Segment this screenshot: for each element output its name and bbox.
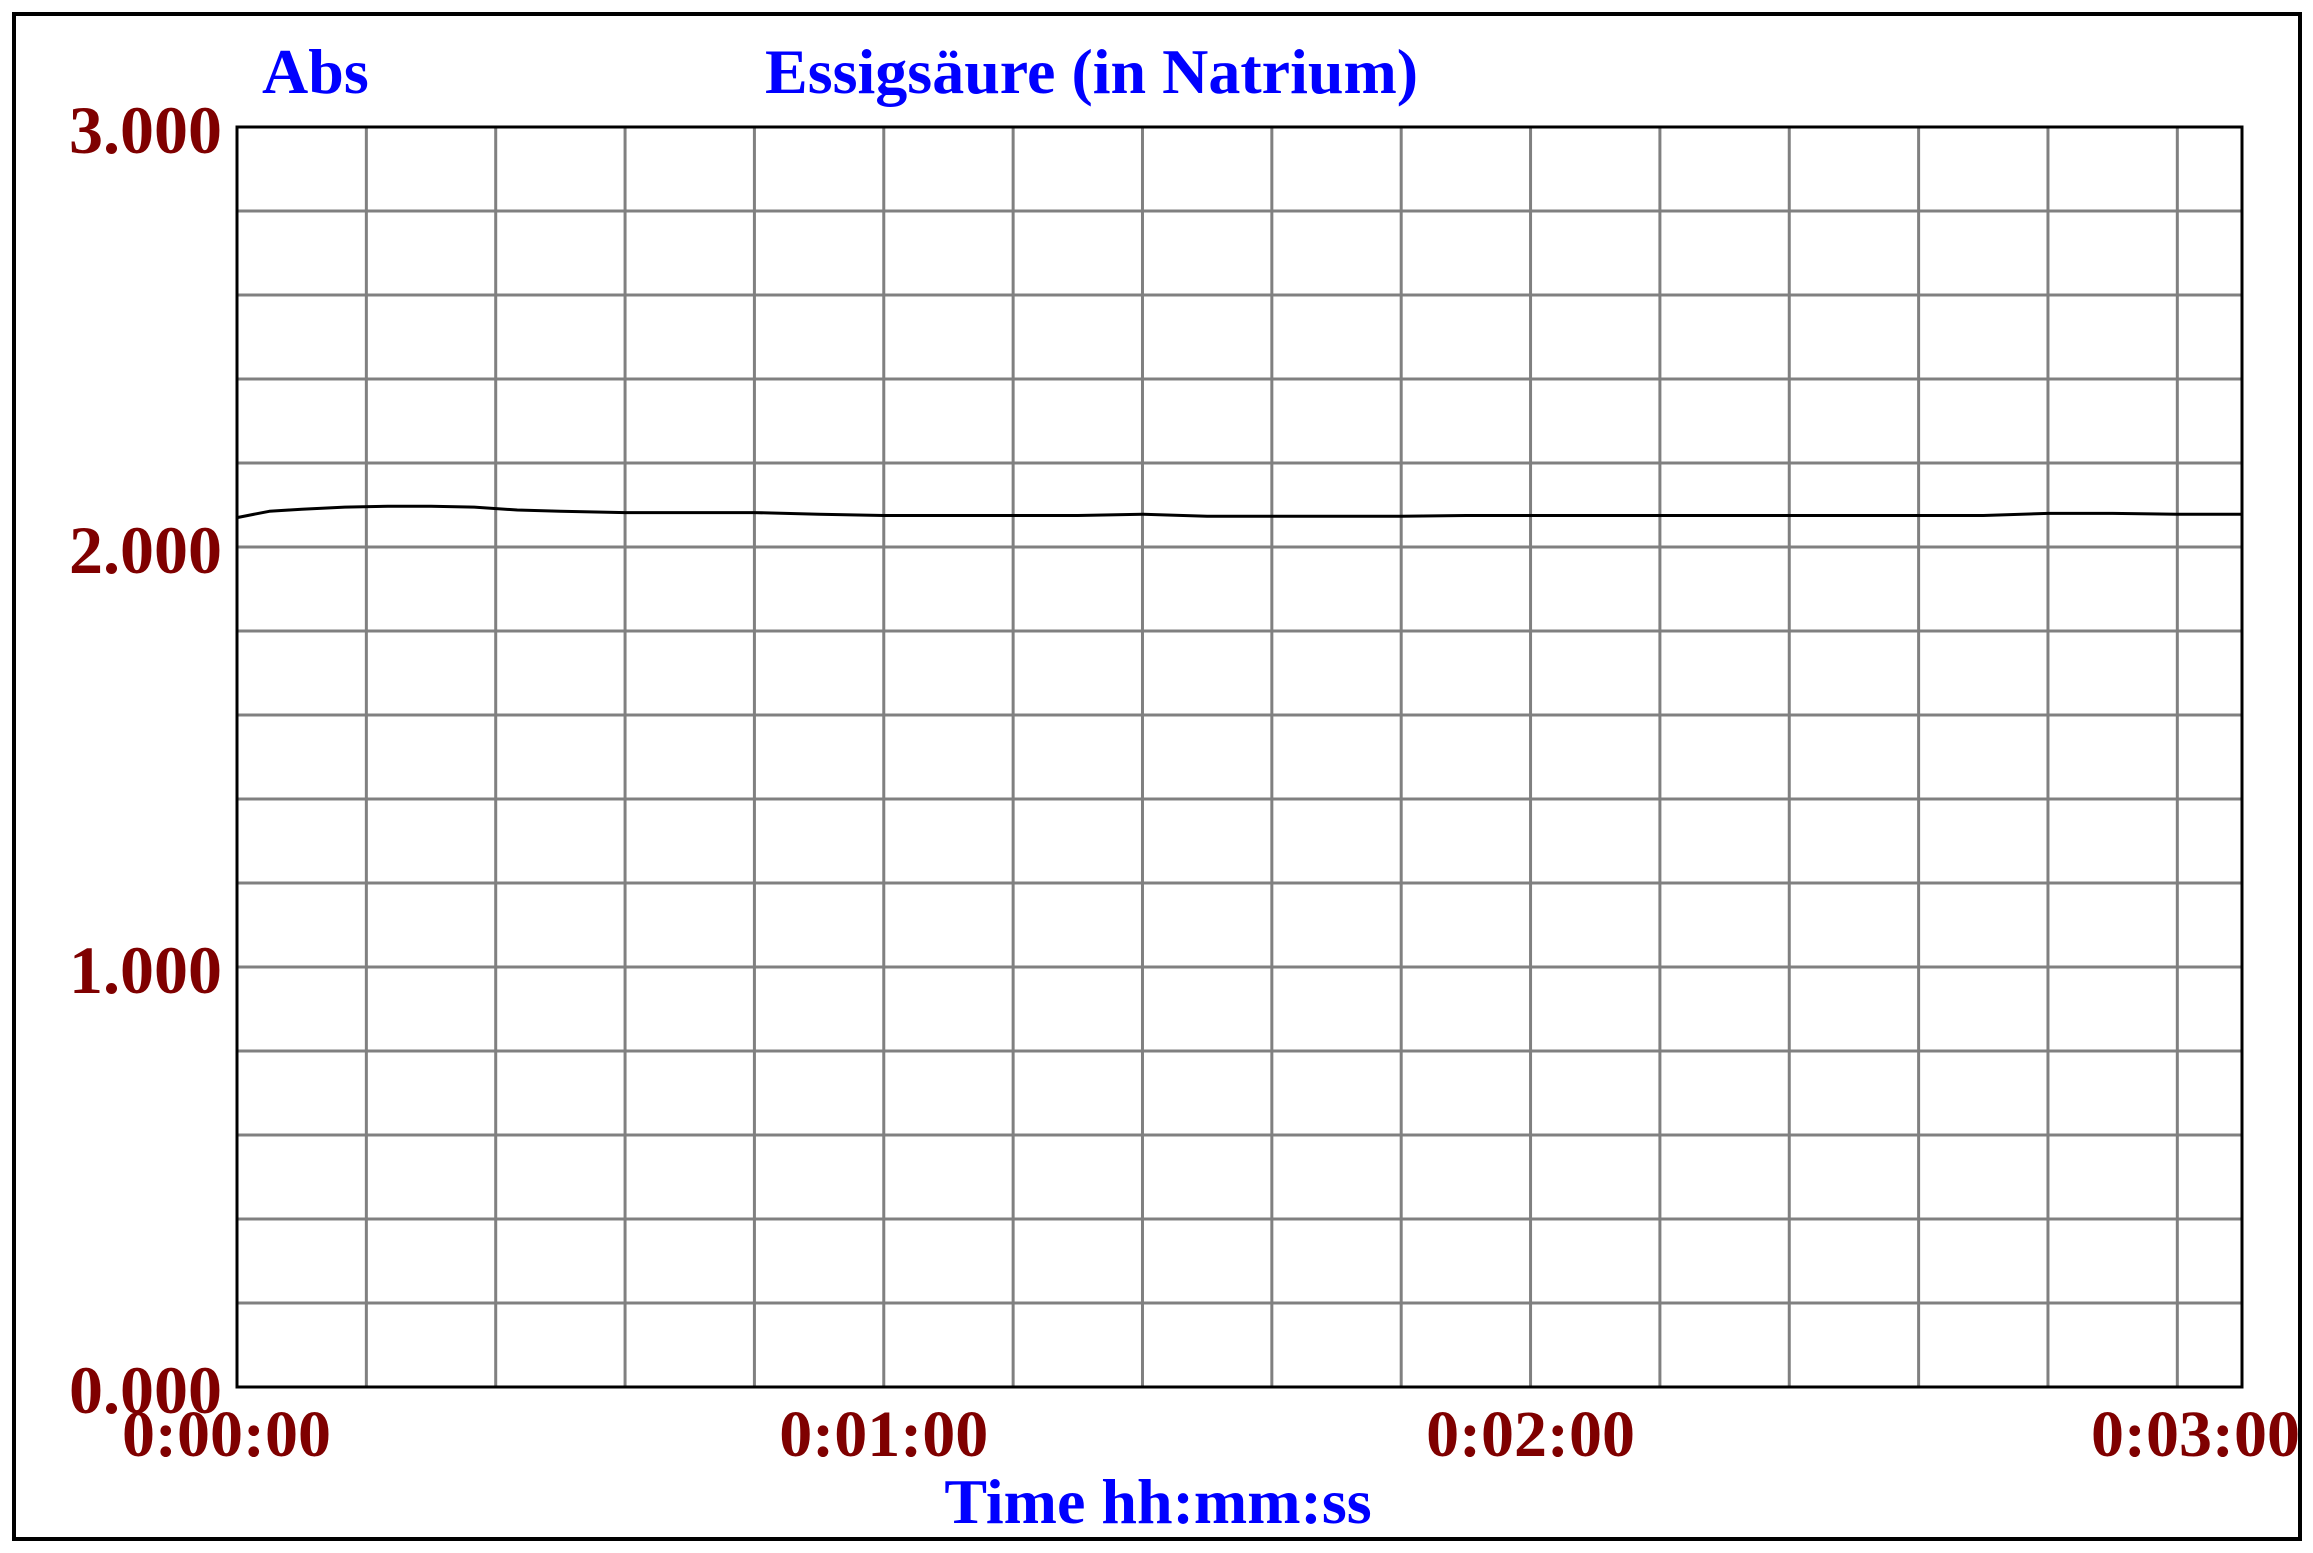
x-tick-label: 0:03:00 [2091,1398,2300,1471]
y-axis-label: Abs [262,36,369,107]
y-tick-label: 2.000 [69,512,222,588]
plot-area-border [235,125,2244,1389]
y-tick-label: 3.000 [69,92,222,168]
grid [237,127,2242,1387]
series-group [236,504,2242,520]
x-tick-label: 0:00:00 [122,1398,331,1471]
x-axis-label: Time hh:mm:ss [944,1466,1371,1537]
x-tick-label: 0:02:00 [1426,1398,1635,1471]
y-tick-label: 0.000 [69,1352,222,1428]
outer-border [12,12,2302,1541]
x-tick-labels: 0:00:00 0:01:00 0:02:00 0:03:00 [122,1398,2300,1471]
x-tick-label: 0:01:00 [779,1398,988,1471]
y-tick-labels: 0.000 1.000 2.000 3.000 [69,92,222,1428]
chart-title: Essigsäure (in Natrium) [765,36,1418,107]
y-tick-label: 1.000 [69,932,222,1008]
series-line [236,504,2242,520]
